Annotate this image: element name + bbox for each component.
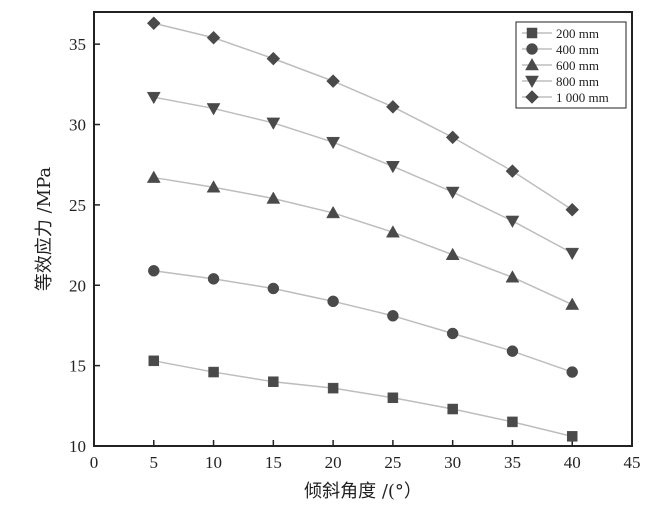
data-point: [266, 191, 281, 204]
data-point: [207, 273, 220, 285]
y-tick-label: 25: [69, 196, 86, 215]
legend-marker: [525, 57, 539, 71]
data-point: [327, 295, 339, 308]
data-point: [385, 225, 400, 238]
series-line: [153, 270, 573, 373]
data-point: [148, 355, 160, 367]
data-point: [385, 161, 400, 174]
x-tick-label: 30: [444, 453, 461, 472]
data-point: [326, 74, 340, 88]
data-point: [386, 99, 400, 114]
plot-frame: [93, 11, 633, 447]
data-point: [505, 164, 520, 178]
x-axis-ticks: 0 5 10 15 20 25 30 35 40 45: [90, 440, 641, 472]
series-line: [153, 96, 573, 254]
data-point: [565, 297, 580, 310]
x-tick-label: 20: [325, 453, 342, 472]
x-axis-title: 倾斜角度 /(°）: [304, 481, 422, 502]
x-tick-label: 25: [384, 453, 401, 472]
data-point: [326, 205, 341, 219]
x-tick-label: 35: [504, 453, 521, 472]
y-axis-ticks: 10 15 20 25 30 35: [69, 35, 100, 456]
legend-marker: [526, 27, 538, 39]
data-point: [387, 310, 399, 322]
series-group: [146, 16, 580, 442]
data-point: [206, 180, 221, 193]
data-point: [267, 282, 280, 295]
data-point: [266, 117, 281, 130]
x-tick-label: 10: [205, 453, 222, 472]
series-line: [153, 176, 573, 306]
x-tick-label: 45: [624, 453, 641, 472]
data-point: [566, 366, 578, 378]
data-point: [445, 186, 460, 200]
data-point: [208, 366, 219, 378]
y-tick-label: 30: [69, 116, 86, 135]
data-point: [507, 416, 518, 428]
legend-label: 1 000 mm: [556, 90, 609, 105]
data-point: [146, 170, 161, 183]
y-tick-label: 35: [69, 35, 86, 54]
legend-label: 800 mm: [556, 74, 599, 89]
series-3: [146, 91, 580, 261]
data-point: [445, 247, 460, 260]
legend-label: 600 mm: [556, 58, 599, 73]
data-point: [266, 51, 281, 66]
data-point: [327, 382, 339, 394]
y-axis-title: 等效应力 /MPa: [34, 167, 55, 292]
x-tick-label: 15: [265, 453, 282, 472]
data-point: [505, 215, 520, 228]
data-point: [206, 103, 221, 116]
data-point: [148, 265, 160, 277]
series-4: [146, 16, 580, 217]
y-tick-label: 15: [69, 357, 86, 376]
data-point: [146, 16, 161, 31]
data-point: [445, 130, 460, 145]
series-1: [148, 265, 578, 378]
legend-label: 400 mm: [556, 42, 599, 57]
data-point: [447, 403, 458, 415]
data-point: [446, 327, 459, 340]
data-point: [565, 202, 580, 217]
data-point: [565, 247, 580, 261]
series-line: [153, 22, 573, 211]
data-point: [268, 376, 279, 387]
y-tick-label: 10: [69, 437, 86, 456]
data-point: [326, 136, 341, 150]
legend-label: 200 mm: [556, 26, 599, 41]
legend-marker: [525, 90, 539, 104]
data-point: [206, 30, 221, 45]
plot-area: [93, 11, 633, 447]
data-point: [146, 91, 161, 105]
data-point: [506, 345, 519, 357]
data-point: [505, 270, 520, 283]
series-0: [148, 355, 578, 442]
series-line: [153, 360, 573, 438]
legend-marker: [525, 75, 539, 89]
legend-marker: [526, 43, 538, 55]
data-point: [387, 392, 399, 404]
data-point: [566, 431, 578, 442]
series-2: [146, 170, 580, 310]
y-tick-label: 20: [69, 276, 86, 295]
x-tick-label: 0: [90, 453, 99, 472]
x-tick-label: 5: [150, 453, 159, 472]
x-tick-label: 40: [564, 453, 581, 472]
